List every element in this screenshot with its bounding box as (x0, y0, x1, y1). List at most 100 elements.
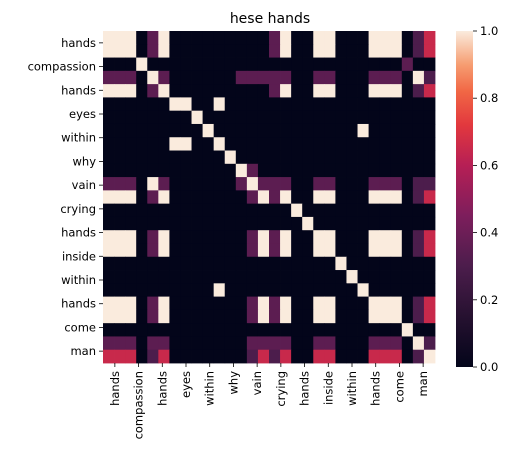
heatmap-cell (280, 216, 292, 231)
heatmap-cell (158, 110, 170, 125)
heatmap-cell (125, 243, 137, 258)
heatmap-cell (235, 123, 248, 138)
heatmap-cell (368, 163, 381, 178)
heatmap-cell (202, 84, 215, 98)
heatmap-cell (257, 349, 270, 364)
heatmap-cell (313, 323, 325, 337)
heatmap-cell (103, 84, 115, 98)
heatmap-cell (346, 150, 358, 165)
heatmap-cell (224, 190, 237, 205)
heatmap-cell (114, 44, 126, 58)
heatmap-cell (346, 97, 358, 112)
heatmap-cell (412, 190, 425, 205)
heatmap-cell (412, 137, 425, 151)
heatmap-cell (291, 177, 303, 191)
heatmap-cell (423, 137, 436, 151)
heatmap-cell (302, 84, 314, 98)
heatmap-cell (269, 203, 281, 218)
heatmap-cell (213, 216, 226, 231)
heatmap-cell (412, 256, 425, 271)
heatmap-cell (357, 137, 369, 151)
heatmap-cell (103, 283, 115, 297)
heatmap-cell (125, 216, 137, 231)
heatmap-cell (302, 283, 314, 297)
heatmap-cell (224, 44, 237, 58)
heatmap-cell (412, 97, 425, 112)
heatmap-cell (202, 137, 215, 151)
heatmap-cell (302, 203, 314, 218)
heatmap-cell (324, 177, 336, 191)
heatmap-cell (313, 97, 325, 112)
heatmap-cell (136, 336, 148, 351)
heatmap-cell (147, 44, 159, 58)
heatmap-cell (103, 203, 115, 218)
heatmap-cell (368, 97, 381, 112)
heatmap-cell (269, 256, 281, 271)
heatmap-cell (269, 349, 281, 364)
heatmap-cell (213, 97, 226, 112)
heatmap-cell (291, 230, 303, 244)
y-tick-label: hands (61, 83, 96, 97)
heatmap-cell (125, 336, 137, 351)
heatmap-cell (379, 323, 392, 337)
heatmap-cell (180, 57, 192, 72)
heatmap-cell (224, 309, 237, 324)
heatmap-cell (257, 323, 270, 337)
heatmap-cell (103, 57, 115, 72)
heatmap-cell (257, 137, 270, 151)
heatmap-cell (103, 256, 115, 271)
heatmap-cell (324, 270, 336, 284)
heatmap-cell (180, 163, 192, 178)
heatmap-cell (136, 123, 148, 138)
heatmap-cell (235, 270, 248, 284)
heatmap-cell (191, 137, 203, 151)
heatmap-cell (423, 336, 436, 351)
heatmap-cell (390, 70, 403, 85)
heatmap-cell (191, 243, 203, 258)
heatmap-cell (346, 309, 358, 324)
heatmap-cell (401, 150, 414, 165)
heatmap-cell (147, 70, 159, 85)
heatmap-cell (269, 110, 281, 125)
heatmap-cell (335, 336, 347, 351)
heatmap-cell (280, 44, 292, 58)
heatmap-cell (213, 163, 226, 178)
heatmap-cell (423, 230, 436, 244)
heatmap-cell (335, 270, 347, 284)
heatmap-cell (103, 309, 115, 324)
heatmap-cell (313, 203, 325, 218)
heatmap-cell (335, 31, 347, 45)
heatmap-cell (136, 31, 148, 45)
heatmap-cell (401, 84, 414, 98)
heatmap-cell (114, 97, 126, 112)
heatmap-cell (103, 110, 115, 125)
heatmap-cell (280, 110, 292, 125)
heatmap-cell (147, 256, 159, 271)
heatmap-cell (180, 309, 192, 324)
x-tick-label: inside (321, 371, 335, 405)
heatmap-cell (269, 84, 281, 98)
heatmap-cell (246, 349, 259, 364)
heatmap-cell (147, 230, 159, 244)
heatmap-cell (368, 296, 381, 311)
heatmap-cell (313, 70, 325, 85)
heatmap-cell (313, 349, 325, 364)
heatmap-cell (335, 84, 347, 98)
heatmap-cell (324, 190, 336, 205)
heatmap-cell (257, 57, 270, 72)
heatmap-cell (335, 97, 347, 112)
heatmap-cell (202, 123, 215, 138)
heatmap-cell (346, 70, 358, 85)
heatmap-cell (257, 177, 270, 191)
heatmap-cell (346, 256, 358, 271)
heatmap-cell (103, 190, 115, 205)
heatmap-cell (357, 309, 369, 324)
heatmap-cell (246, 203, 259, 218)
heatmap-cell (313, 336, 325, 351)
heatmap-cell (302, 31, 314, 45)
heatmap-cell (379, 349, 392, 364)
heatmap-cell (291, 270, 303, 284)
heatmap-cell (401, 270, 414, 284)
heatmap-cell (302, 270, 314, 284)
heatmap-cell (269, 44, 281, 58)
